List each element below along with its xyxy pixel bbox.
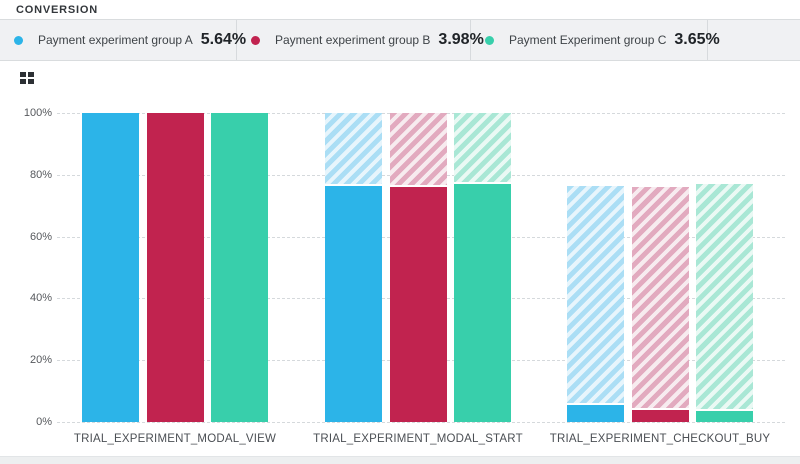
y-axis-tick-label: 60% (29, 230, 52, 243)
funnel-bar-solid[interactable] (567, 404, 624, 422)
legend-item-value: 5.64% (200, 31, 247, 48)
y-axis-tick-label: 20% (29, 354, 52, 367)
plot-area: 0% 20% 40% 60% 80% 100% TRIAL_EXPERIMENT_MODAL… (0, 61, 800, 464)
legend-item-group-c[interactable]: Payment Experiment group C 3.65% (471, 20, 720, 60)
panel-title: CONVERSION (16, 3, 98, 16)
series-color-dot (14, 35, 23, 45)
next-section-edge (0, 456, 800, 464)
series-color-dot (251, 35, 260, 45)
funnel-bar-hatched[interactable] (389, 113, 447, 185)
funnel-bar-solid[interactable] (211, 113, 268, 422)
y-axis-tick-label: 0% (36, 416, 52, 428)
y-axis-tick-label: 100% (23, 107, 52, 119)
funnel-bar-solid[interactable] (389, 186, 447, 422)
funnel-bar-solid[interactable] (146, 113, 204, 422)
funnel-bar-hatched[interactable] (567, 185, 624, 403)
legend-item-label: Payment experiment group B (275, 33, 431, 47)
funnel-bar-solid[interactable] (82, 113, 139, 422)
layout-grid-icon[interactable] (20, 72, 34, 84)
legend-item-label: Payment experiment group A (38, 33, 193, 47)
x-axis-category-label: TRIAL_EXPERIMENT_CHECKOUT_BUY (549, 433, 771, 445)
funnel-bar-hatched[interactable] (454, 113, 511, 183)
funnel-bar-solid[interactable] (325, 185, 382, 422)
legend-bar: Payment experiment group A 5.64% Payment… (0, 20, 800, 61)
panel-header: CONVERSION (0, 0, 800, 20)
funnel-bar-hatched[interactable] (696, 184, 753, 409)
funnel-bar-solid[interactable] (454, 184, 511, 422)
funnel-bar-solid[interactable] (631, 409, 689, 422)
x-axis-category-label: TRIAL_EXPERIMENT_MODAL_START (313, 433, 523, 445)
funnel-bar-hatched[interactable] (631, 186, 689, 408)
y-axis-tick-label: 40% (29, 292, 52, 305)
legend-item-value: 3.98% (438, 31, 484, 48)
gridline-0 (57, 422, 785, 423)
legend-item-group-b[interactable]: Payment experiment group B 3.98% (237, 20, 484, 60)
y-axis-tick-label: 80% (29, 168, 52, 181)
funnel-bar-hatched[interactable] (325, 113, 382, 184)
legend-item-value: 3.65% (674, 31, 720, 48)
legend-item-label: Payment Experiment group C (509, 33, 667, 47)
x-axis-category-label: TRIAL_EXPERIMENT_MODAL_VIEW (73, 433, 277, 445)
funnel-bar-solid[interactable] (696, 410, 753, 422)
legend-item-group-a[interactable]: Payment experiment group A 5.64% (0, 20, 246, 60)
series-color-dot (485, 35, 494, 45)
legend-filler (708, 20, 800, 60)
